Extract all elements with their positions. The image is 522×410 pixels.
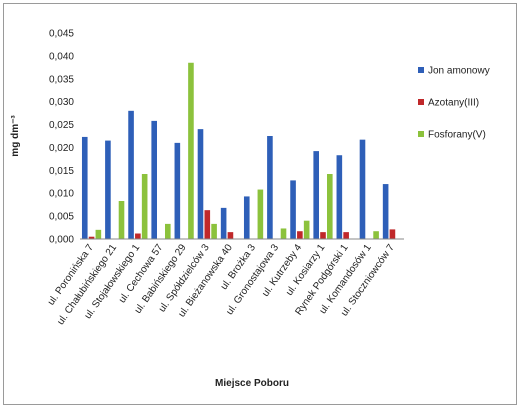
- bar: [359, 139, 366, 239]
- bar: [303, 220, 310, 239]
- bar: [257, 189, 264, 239]
- bar: [267, 136, 273, 239]
- bar: [280, 228, 287, 239]
- bar: [105, 140, 111, 239]
- x-axis-title: Miejsce Poboru: [215, 378, 289, 389]
- bar: [118, 201, 125, 239]
- y-tick-label: 0,005: [49, 212, 74, 223]
- y-tick-label: 0,025: [49, 120, 74, 131]
- bar: [382, 184, 389, 239]
- bar: [227, 232, 234, 239]
- y-tick-label: 0,045: [49, 29, 74, 40]
- bar: [128, 110, 134, 239]
- bar: [220, 207, 227, 239]
- y-axis-title: mg dm⁻³: [10, 115, 21, 157]
- bars: [81, 62, 396, 240]
- bar: [165, 223, 171, 239]
- bar: [211, 223, 217, 239]
- bar: [343, 232, 349, 239]
- bar: [197, 129, 204, 239]
- y-tick-label: 0,040: [49, 51, 74, 62]
- bar: [204, 210, 211, 239]
- bar: [320, 232, 326, 239]
- legend-swatch: [418, 99, 424, 105]
- bar: [297, 231, 303, 239]
- bar: [313, 151, 319, 239]
- legend-label: Azotany(III): [428, 98, 479, 109]
- bar: [243, 196, 250, 239]
- legend: Jon amonowy Azotany(III) Fosforany(V): [418, 66, 490, 141]
- bar: [81, 136, 88, 239]
- x-axis-categories: ul. Poronińska 7ul. Chałubińskiego 21ul.…: [46, 242, 397, 327]
- bar: [336, 155, 343, 239]
- y-tick-label: 0,020: [49, 143, 74, 154]
- y-tick-label: 0,015: [49, 166, 74, 177]
- bar: [188, 62, 194, 240]
- bar: [151, 120, 157, 239]
- legend-swatch: [418, 131, 424, 137]
- legend-label: Fosforany(V): [428, 130, 486, 141]
- bar: [141, 174, 148, 239]
- bar: [135, 233, 141, 239]
- bar: [327, 174, 333, 239]
- bar: [290, 180, 296, 239]
- bar: [88, 236, 95, 239]
- bar: [95, 229, 102, 239]
- y-tick-label: 0,035: [49, 74, 74, 85]
- y-axis-ticks: 0,000 0,005 0,010 0,015 0,020 0,025 0,030 0,035…: [49, 29, 74, 246]
- bar: [174, 142, 181, 239]
- bar: [373, 231, 379, 239]
- y-tick-label: 0,000: [49, 235, 74, 246]
- y-tick-label: 0,030: [49, 97, 74, 108]
- bar: [389, 229, 396, 239]
- legend-swatch: [418, 67, 424, 73]
- legend-label: Jon amonowy: [428, 66, 490, 77]
- y-tick-label: 0,010: [49, 189, 74, 200]
